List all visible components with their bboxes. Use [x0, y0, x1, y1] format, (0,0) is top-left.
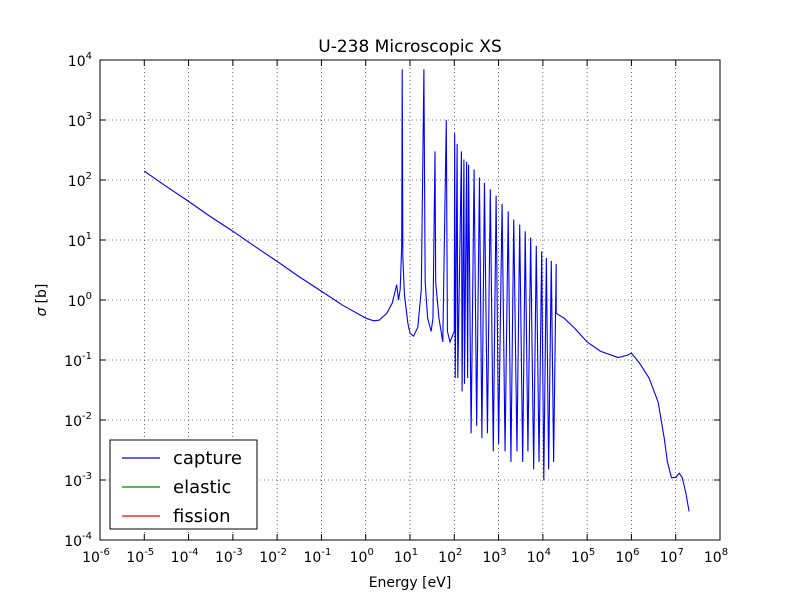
- x-tick-label-base: 10: [394, 550, 412, 566]
- y-tick-label: 10-3: [64, 471, 92, 490]
- y-tick-label-base: 10: [64, 474, 82, 490]
- x-tick-label-base: 10: [438, 550, 456, 566]
- y-tick-label-base: 10: [64, 354, 82, 370]
- x-tick-label-exponent: -4: [188, 547, 198, 558]
- x-tick-label: 102: [438, 547, 462, 566]
- x-tick-label: 105: [571, 547, 595, 566]
- x-tick-label-base: 10: [259, 550, 277, 566]
- y-tick-label-exponent: 4: [86, 51, 92, 62]
- y-tick-label-base: 10: [64, 414, 82, 430]
- x-tick-label-exponent: 0: [367, 547, 373, 558]
- x-tick-label: 101: [394, 547, 418, 566]
- x-tick-label: 100: [350, 547, 374, 566]
- y-tick-label-base: 10: [68, 294, 86, 310]
- x-tick-label-base: 10: [82, 550, 100, 566]
- y-tick-label: 101: [68, 231, 92, 250]
- legend-label-fission: fission: [173, 506, 231, 527]
- x-tick-label: 107: [660, 547, 684, 566]
- x-tick-label: 10-1: [304, 547, 332, 566]
- y-tick-label: 102: [68, 171, 92, 190]
- x-tick-label-base: 10: [704, 550, 722, 566]
- x-tick-label-base: 10: [571, 550, 589, 566]
- x-tick-label: 106: [615, 547, 639, 566]
- y-tick-label: 100: [68, 291, 92, 310]
- y-tick-label-base: 10: [68, 174, 86, 190]
- x-tick-label: 108: [704, 547, 728, 566]
- y-tick-label-base: 10: [68, 114, 86, 130]
- x-tick-label: 10-5: [126, 547, 154, 566]
- y-tick-label: 104: [68, 51, 92, 70]
- x-tick-label-base: 10: [482, 550, 500, 566]
- y-tick-label-exponent: 1: [86, 231, 92, 242]
- x-tick-label-exponent: 7: [677, 547, 683, 558]
- x-tick-label: 10-3: [215, 547, 243, 566]
- y-tick-label-exponent: 3: [86, 111, 92, 122]
- y-tick-label-exponent: 0: [86, 291, 92, 302]
- y-tick-label-exponent: -3: [82, 471, 92, 482]
- series-line-capture: [143, 69, 690, 512]
- x-axis-title: Energy [eV]: [369, 575, 452, 591]
- x-tick-label-exponent: 3: [500, 547, 506, 558]
- x-tick-label-base: 10: [350, 550, 368, 566]
- y-tick-label-exponent: -2: [82, 411, 92, 422]
- x-tick-label-exponent: 2: [456, 547, 462, 558]
- x-tick-label-exponent: -2: [277, 547, 287, 558]
- x-tick-label-exponent: -3: [233, 547, 243, 558]
- y-tick-label-exponent: -1: [82, 351, 92, 362]
- y-tick-label-base: 10: [64, 534, 82, 550]
- x-tick-label-exponent: 8: [722, 547, 728, 558]
- x-tick-label-base: 10: [527, 550, 545, 566]
- x-tick-labels: 10-6 10-5 10-4 10-3 10-2 10-1 100 101 102 103 104 1…: [82, 547, 728, 566]
- x-tick-label-exponent: 4: [545, 547, 551, 558]
- x-tick-label-exponent: -1: [321, 547, 331, 558]
- legend: capture elastic fission: [109, 439, 258, 530]
- chart-title: U-238 Microscopic XS: [318, 37, 502, 57]
- legend-label-capture: capture: [173, 448, 242, 469]
- x-tick-label-exponent: 5: [589, 547, 595, 558]
- x-tick-label-base: 10: [615, 550, 633, 566]
- x-tick-label: 10-2: [259, 547, 287, 566]
- series-lines: [143, 69, 690, 512]
- y-tick-label-base: 10: [68, 234, 86, 250]
- x-tick-label-base: 10: [126, 550, 144, 566]
- axis-ticks: [99, 59, 721, 541]
- x-tick-label-base: 10: [171, 550, 189, 566]
- y-tick-label: 10-4: [64, 531, 92, 550]
- x-tick-label-exponent: -5: [144, 547, 154, 558]
- x-tick-label-exponent: 6: [633, 547, 639, 558]
- legend-label-elastic: elastic: [173, 477, 231, 498]
- y-tick-label-exponent: -4: [82, 531, 92, 542]
- y-tick-label-exponent: 2: [86, 171, 92, 182]
- x-tick-label: 104: [527, 547, 551, 566]
- x-tick-label: 10-6: [82, 547, 110, 566]
- x-tick-label-base: 10: [304, 550, 322, 566]
- y-tick-label: 103: [68, 111, 92, 130]
- y-tick-label-base: 10: [68, 54, 86, 70]
- x-tick-label: 103: [482, 547, 506, 566]
- legend-frame: [109, 439, 258, 530]
- y-tick-label: 10-2: [64, 411, 92, 430]
- y-axis-symbol: σ: [34, 306, 50, 316]
- x-tick-label: 10-4: [171, 547, 199, 566]
- y-tick-label: 10-1: [64, 351, 92, 370]
- x-tick-label-base: 10: [215, 550, 233, 566]
- x-tick-label-exponent: -6: [100, 547, 110, 558]
- y-axis-unit: [b]: [34, 284, 50, 304]
- x-tick-label-base: 10: [660, 550, 678, 566]
- x-tick-label-exponent: 1: [412, 547, 418, 558]
- y-axis-title: σ [b]: [34, 284, 50, 317]
